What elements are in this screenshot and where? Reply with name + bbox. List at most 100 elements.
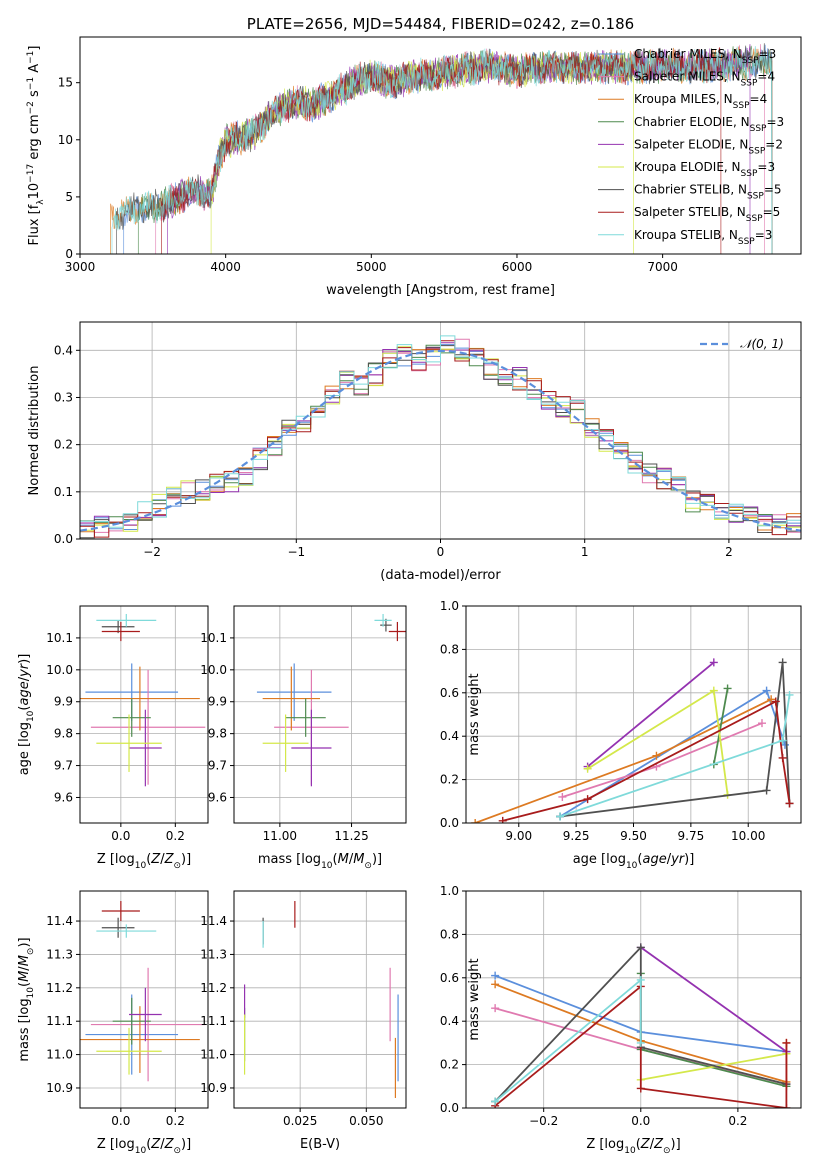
x-tick-label: 7000: [647, 260, 678, 274]
age-vs-z-panel: 0.0 0.2 9.6 9.7 9.8 9.9 10.0 10.1 Z [log10(Z/Z⊙)…: [17, 605, 209, 871]
x-axis-label: E(B-V): [300, 1137, 340, 1152]
y-tick-label: 11.3: [200, 947, 227, 961]
x-axis-label: mass [log10(M/M⊙)]: [258, 852, 382, 871]
errorbar-salpeter-miles: [90, 669, 206, 785]
errorbar-salpeter-miles: [90, 967, 206, 1082]
legend-label-salpeter-stelib: Salpeter STELIB, NSSP=5: [634, 205, 780, 224]
y-tick-label: 0.8: [440, 642, 459, 656]
y-axis-label: Flux [fλ10−17 erg cm−2 s−1 A−1]: [26, 46, 46, 246]
chart-title: PLATE=2656, MJD=54484, FIBERID=0242, z=0…: [247, 15, 634, 33]
spectrum-axes-frame: [79, 36, 802, 255]
errorbar-plot-area: [80, 901, 206, 1082]
y-tick-label: 9.6: [54, 790, 73, 804]
legend-label-normal: 𝒩(0, 1): [740, 337, 784, 351]
y-tick-label: 10.9: [200, 1081, 227, 1095]
weight-series-salpeter-miles: [558, 719, 766, 801]
y-tick-label: 11.0: [46, 1048, 73, 1062]
x-tick-label: 0.025: [283, 1114, 317, 1128]
y-tick-label: 0.2: [440, 773, 459, 787]
y-tick-label: 0.6: [440, 971, 459, 985]
x-tick-label: 10.00: [731, 829, 765, 843]
x-tick-label: 0.2: [166, 829, 185, 843]
weight-series-chabrier-elodie: [636, 969, 791, 1091]
weight-point: [471, 819, 480, 823]
errorbar-salpeter-elodie: [129, 709, 162, 787]
weight-line: [494, 978, 642, 1103]
y-tick-label: 10.0: [46, 663, 73, 677]
errorbar-chabrier-elodie: [285, 698, 326, 737]
weight-line: [587, 661, 715, 768]
y-tick-label: 0.3: [54, 390, 73, 404]
x-tick-label: −1: [287, 545, 305, 559]
errorbar-chabrier-miles: [256, 663, 332, 721]
x-tick-label: 0: [437, 545, 445, 559]
histogram-axes-frame: [79, 321, 802, 540]
y-tick-label: 11.0: [200, 1048, 227, 1062]
weight-line: [640, 946, 787, 1053]
errorbar-kroupa-miles: [80, 666, 200, 731]
y-axis-label: mass weight: [467, 673, 482, 755]
weight-point: [709, 686, 718, 695]
legend-label-salpeter-elodie: Salpeter ELODIE, NSSP=2: [634, 137, 783, 156]
histogram-plot-area: [80, 335, 801, 539]
x-axis-label: Z [log10(Z/Z⊙)]: [586, 1137, 680, 1156]
y-tick-label: 5: [65, 190, 73, 204]
y-tick-label: 9.7: [54, 759, 73, 773]
errorbar-plot-area: [243, 901, 399, 1098]
histogram-kroupa-stelib: [80, 335, 801, 539]
weight-point: [778, 736, 787, 745]
x-tick-label: 2: [725, 545, 733, 559]
weight-point: [778, 753, 787, 762]
y-tick-label: 1.0: [440, 599, 459, 613]
weight-line: [587, 689, 729, 795]
axes-frame: [233, 890, 407, 1109]
y-tick-label: 0.4: [440, 729, 459, 743]
weight-plot-area: [491, 943, 791, 1108]
weight-point: [652, 751, 661, 760]
normal-curve: [80, 349, 801, 532]
weight-point: [583, 795, 592, 804]
spectrum-kroupa-stelib: [111, 46, 773, 254]
weight-line: [474, 698, 772, 823]
x-tick-label: 0.2: [728, 1114, 747, 1128]
weight-point: [583, 764, 592, 773]
errorbar-kroupa-stelib: [96, 613, 157, 627]
errorbar-chabrier-stelib: [101, 917, 135, 938]
weight-point: [762, 786, 771, 795]
errorbar-kroupa-stelib: [96, 924, 157, 938]
weight-series-salpeter-elodie: [636, 943, 791, 1056]
weight-point: [636, 1084, 645, 1093]
age-vs-mass-panel: 11.00 11.25 9.6 9.7 9.8 9.9 10.0 10.1 mass [log1…: [200, 605, 407, 871]
weight-point: [723, 684, 732, 693]
errorbar-plot-area: [256, 613, 406, 787]
y-tick-label: 9.8: [208, 727, 227, 741]
weight-point: [556, 812, 565, 821]
weight-series-kroupa-stelib: [556, 690, 794, 821]
weight-line: [640, 1052, 787, 1081]
axes-frame: [79, 890, 209, 1109]
y-tick-label: 11.1: [200, 1014, 227, 1028]
errorbar-kroupa-elodie: [262, 714, 309, 772]
weight-vs-z-panel: −0.2 0.0 0.2 0.0 0.2 0.4 0.6 0.8 1.0 Z [log10(Z/Z…: [440, 884, 802, 1156]
y-axis-label: Normed distribution: [27, 366, 42, 496]
weight-series-salpeter-stelib: [498, 697, 794, 823]
x-axis-label: Z [log10(Z/Z⊙)]: [97, 852, 191, 871]
y-tick-label: 15: [58, 76, 73, 90]
y-tick-label: 10.0: [200, 663, 227, 677]
x-tick-label: 9.25: [563, 829, 590, 843]
x-tick-label: 5000: [356, 260, 387, 274]
y-tick-label: 10.1: [200, 631, 227, 645]
x-axis-label: wavelength [Angstrom, rest frame]: [326, 283, 555, 298]
errorbar-kroupa-elodie: [96, 714, 162, 772]
y-tick-label: 0.2: [440, 1058, 459, 1072]
x-tick-label: −2: [143, 545, 161, 559]
y-tick-label: 9.9: [208, 695, 227, 709]
x-tick-label: 11.25: [334, 829, 368, 843]
weight-point: [780, 740, 789, 749]
x-tick-label: 0.0: [631, 1114, 650, 1128]
weight-point: [762, 686, 771, 695]
legend-label-chabrier-elodie: Chabrier ELODIE, NSSP=3: [634, 115, 784, 134]
y-tick-label: 11.4: [200, 914, 227, 928]
spectra-plot-area: [110, 43, 773, 254]
x-tick-label: 4000: [210, 260, 241, 274]
